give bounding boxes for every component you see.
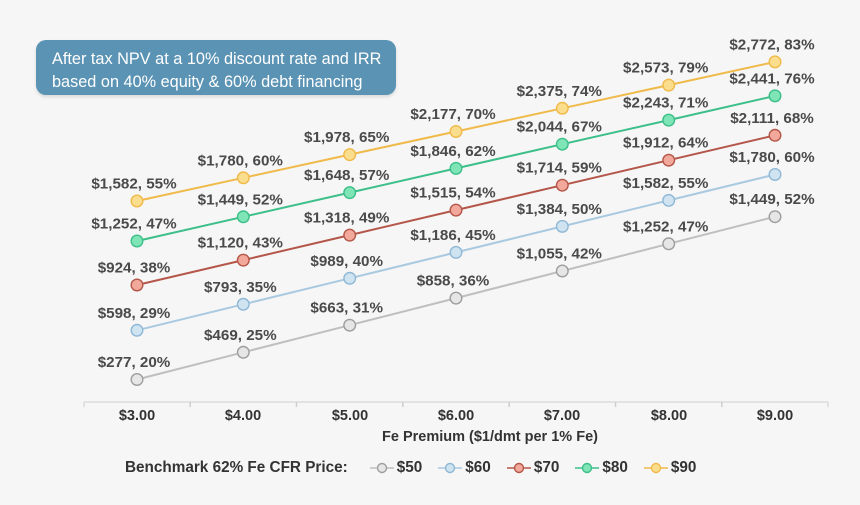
svg-text:$793, 35%: $793, 35% (204, 279, 277, 296)
svg-text:$1,252, 47%: $1,252, 47% (91, 216, 177, 233)
svg-text:$1,186, 45%: $1,186, 45% (410, 227, 496, 244)
svg-text:$2,177, 70%: $2,177, 70% (410, 106, 496, 123)
svg-text:$1,780, 60%: $1,780, 60% (198, 152, 284, 169)
svg-text:$1,714, 59%: $1,714, 59% (517, 160, 603, 177)
svg-text:$598, 29%: $598, 29% (98, 305, 171, 322)
svg-text:$1,978, 65%: $1,978, 65% (304, 129, 390, 146)
svg-text:$277, 20%: $277, 20% (98, 354, 171, 371)
svg-text:$2,044, 67%: $2,044, 67% (517, 119, 603, 136)
svg-text:$2,375, 74%: $2,375, 74% (517, 83, 603, 100)
svg-text:$1,582, 55%: $1,582, 55% (91, 176, 177, 193)
svg-text:$924, 38%: $924, 38% (98, 260, 171, 277)
svg-text:$1,912, 64%: $1,912, 64% (623, 135, 709, 152)
svg-text:$663, 31%: $663, 31% (310, 300, 383, 317)
svg-text:$1,120, 43%: $1,120, 43% (198, 235, 284, 252)
svg-text:$2,111, 68%: $2,111, 68% (730, 110, 814, 127)
svg-text:$1,318, 49%: $1,318, 49% (304, 210, 390, 227)
svg-text:$2,772, 83%: $2,772, 83% (729, 36, 815, 53)
svg-text:$469, 25%: $469, 25% (204, 327, 277, 344)
svg-text:$1,449, 52%: $1,449, 52% (198, 191, 284, 208)
svg-text:$1,582, 55%: $1,582, 55% (623, 175, 709, 192)
svg-text:$2,441, 76%: $2,441, 76% (729, 70, 815, 87)
svg-text:$1,648, 57%: $1,648, 57% (304, 167, 390, 184)
svg-text:$1,384, 50%: $1,384, 50% (517, 201, 603, 218)
svg-text:$1,055, 42%: $1,055, 42% (517, 246, 603, 263)
svg-text:$858, 36%: $858, 36% (417, 273, 490, 290)
svg-text:$1,449, 52%: $1,449, 52% (729, 191, 815, 208)
svg-text:$1,252, 47%: $1,252, 47% (623, 218, 709, 235)
svg-text:$1,780, 60%: $1,780, 60% (729, 149, 815, 166)
svg-text:$1,515, 54%: $1,515, 54% (410, 185, 496, 202)
svg-text:$989, 40%: $989, 40% (310, 253, 383, 270)
svg-text:$1,846, 62%: $1,846, 62% (410, 143, 496, 160)
svg-text:$2,573, 79%: $2,573, 79% (623, 60, 709, 77)
svg-text:$2,243, 71%: $2,243, 71% (623, 95, 709, 112)
